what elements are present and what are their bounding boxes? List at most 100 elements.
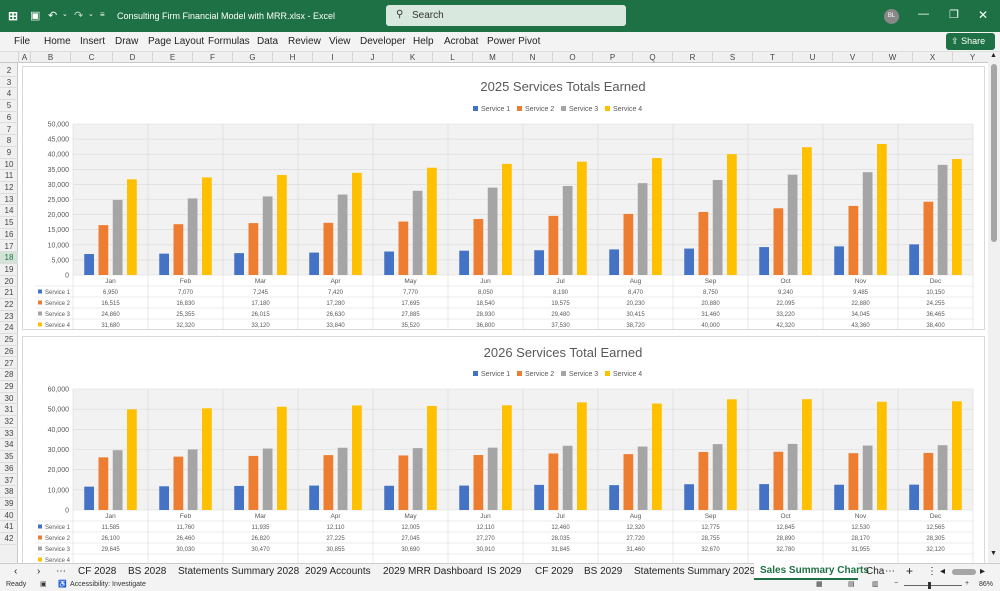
row-header[interactable]: 14 bbox=[0, 205, 18, 218]
hscroll-options-icon[interactable]: ⋮ bbox=[927, 566, 937, 577]
customize-toolbar-icon[interactable]: ≡ bbox=[100, 10, 105, 19]
page-layout-view-icon[interactable]: ▤ bbox=[848, 581, 855, 588]
vertical-scrollbar[interactable]: ▲ ▼ bbox=[988, 52, 1000, 563]
row-header[interactable]: 38 bbox=[0, 486, 18, 498]
tab-2029-mrr-dashboard[interactable]: 2029 MRR Dashboard bbox=[383, 566, 483, 577]
row-header[interactable]: 24 bbox=[0, 322, 18, 335]
more-tabs-icon[interactable]: ⋯ bbox=[56, 566, 66, 577]
row-header[interactable]: 5 bbox=[0, 100, 18, 112]
column-header[interactable]: D bbox=[112, 52, 152, 63]
accessibility-icon[interactable]: ♿ bbox=[58, 581, 67, 588]
tab-bs-2029[interactable]: BS 2029 bbox=[584, 566, 623, 577]
row-header[interactable]: 41 bbox=[0, 521, 18, 533]
chart-2025[interactable]: 2025 Services Totals Earned Service 1 Serv… bbox=[22, 66, 985, 331]
column-header[interactable]: W bbox=[872, 52, 912, 63]
column-header[interactable]: H bbox=[272, 52, 312, 63]
zoom-level[interactable]: 86% bbox=[979, 581, 994, 588]
row-header[interactable]: 17 bbox=[0, 241, 18, 253]
restore-icon[interactable]: ❐ bbox=[949, 9, 959, 21]
undo-icon[interactable]: ↶ bbox=[48, 10, 58, 22]
row-header[interactable]: 12 bbox=[0, 182, 18, 194]
menu-insert[interactable]: Insert bbox=[80, 36, 106, 47]
row-header[interactable]: 40 bbox=[0, 510, 18, 522]
row-header[interactable]: 28 bbox=[0, 369, 18, 381]
minimize-icon[interactable]: — bbox=[918, 8, 929, 20]
tab-sales-summary-charts-active[interactable]: Sales Summary Charts bbox=[754, 563, 869, 580]
column-header[interactable]: F bbox=[192, 52, 232, 63]
zoom-in-icon[interactable]: + bbox=[965, 580, 970, 587]
row-header[interactable]: 15 bbox=[0, 217, 18, 229]
row-header[interactable]: 21 bbox=[0, 287, 18, 299]
column-header[interactable]: U bbox=[792, 52, 832, 63]
accessibility-status[interactable]: Accessibility: Investigate bbox=[70, 581, 146, 588]
more-tabs-right-icon[interactable]: ⋯ bbox=[885, 566, 895, 577]
menu-developer[interactable]: Developer bbox=[360, 36, 406, 47]
normal-view-icon[interactable]: ▦ bbox=[816, 581, 823, 588]
row-header[interactable]: 31 bbox=[0, 404, 18, 416]
redo-icon[interactable]: ↷ bbox=[74, 10, 84, 22]
add-sheet-icon[interactable]: + bbox=[906, 564, 914, 578]
hscroll-thumb[interactable] bbox=[952, 569, 976, 575]
column-header[interactable]: B bbox=[30, 52, 70, 63]
row-header[interactable]: 36 bbox=[0, 463, 18, 475]
scroll-up-icon[interactable]: ▲ bbox=[990, 52, 997, 59]
row-header[interactable]: 39 bbox=[0, 498, 18, 510]
menu-data[interactable]: Data bbox=[257, 36, 279, 47]
row-header[interactable]: 42 bbox=[0, 533, 18, 545]
menu-view[interactable]: View bbox=[329, 36, 351, 47]
tab-charts[interactable]: Cha bbox=[866, 566, 885, 577]
row-header[interactable]: 37 bbox=[0, 475, 18, 487]
menu-help[interactable]: Help bbox=[413, 36, 434, 47]
column-header[interactable]: R bbox=[672, 52, 712, 63]
row-header[interactable]: 26 bbox=[0, 346, 18, 358]
row-header[interactable]: 23 bbox=[0, 311, 18, 323]
row-header[interactable]: 8 bbox=[0, 135, 18, 147]
column-header[interactable]: P bbox=[592, 52, 632, 63]
zoom-slider-thumb[interactable] bbox=[928, 582, 931, 589]
page-break-view-icon[interactable]: ▥ bbox=[872, 581, 879, 588]
row-header[interactable]: 19 bbox=[0, 264, 18, 276]
column-header[interactable]: X bbox=[912, 52, 952, 63]
column-header[interactable]: L bbox=[432, 52, 472, 63]
row-header[interactable]: 32 bbox=[0, 416, 18, 428]
row-header[interactable]: 6 bbox=[0, 112, 18, 124]
row-header[interactable]: 11 bbox=[0, 170, 18, 182]
column-header[interactable]: E bbox=[152, 52, 192, 63]
column-header[interactable]: K bbox=[392, 52, 432, 63]
menu-acrobat[interactable]: Acrobat bbox=[444, 36, 479, 47]
column-header[interactable]: S bbox=[712, 52, 752, 63]
share-button[interactable]: ⇪ Share ⌄ bbox=[946, 33, 995, 63]
tab-scroll-left-icon[interactable]: ‹ bbox=[14, 566, 18, 577]
row-header[interactable]: 34 bbox=[0, 439, 18, 452]
tab-bs-2028[interactable]: BS 2028 bbox=[128, 566, 167, 577]
menu-file[interactable]: File bbox=[14, 36, 31, 47]
column-header[interactable]: O bbox=[552, 52, 592, 63]
column-header[interactable]: V bbox=[832, 52, 872, 63]
column-header[interactable]: I bbox=[312, 52, 352, 63]
row-header[interactable]: 9 bbox=[0, 147, 18, 159]
column-header[interactable]: C bbox=[70, 52, 112, 63]
menu-power-pivot[interactable]: Power Pivot bbox=[487, 36, 541, 47]
row-header[interactable]: 7 bbox=[0, 124, 18, 136]
menu-page-layout[interactable]: Page Layout bbox=[148, 36, 205, 47]
tab-cf-2029[interactable]: CF 2029 bbox=[535, 566, 574, 577]
zoom-out-icon[interactable]: − bbox=[894, 580, 899, 587]
column-header[interactable]: A bbox=[18, 52, 30, 63]
scroll-thumb[interactable] bbox=[991, 64, 997, 242]
row-header[interactable]: 13 bbox=[0, 194, 18, 206]
tab-cf-2028[interactable]: CF 2028 bbox=[78, 566, 117, 577]
tab-statements-summary-2029[interactable]: Statements Summary 2029 bbox=[634, 566, 756, 577]
row-header[interactable]: 2 bbox=[0, 65, 18, 77]
save-icon[interactable]: ▣ bbox=[30, 10, 41, 22]
row-header[interactable]: 27 bbox=[0, 358, 18, 370]
row-header[interactable]: 22 bbox=[0, 299, 18, 311]
tab-is-2029[interactable]: IS 2029 bbox=[487, 566, 522, 577]
row-header[interactable]: 30 bbox=[0, 393, 18, 405]
row-header[interactable]: 10 bbox=[0, 159, 18, 171]
column-header[interactable]: Q bbox=[632, 52, 672, 63]
column-header[interactable]: J bbox=[352, 52, 392, 63]
redo-dropdown-icon[interactable]: ⌄ bbox=[88, 11, 94, 18]
undo-dropdown-icon[interactable]: ⌄ bbox=[62, 11, 68, 18]
macro-record-icon[interactable]: ▣ bbox=[40, 581, 47, 588]
sheet-grid[interactable]: 2025 Services Totals Earned Service 1 Serv… bbox=[18, 63, 988, 566]
